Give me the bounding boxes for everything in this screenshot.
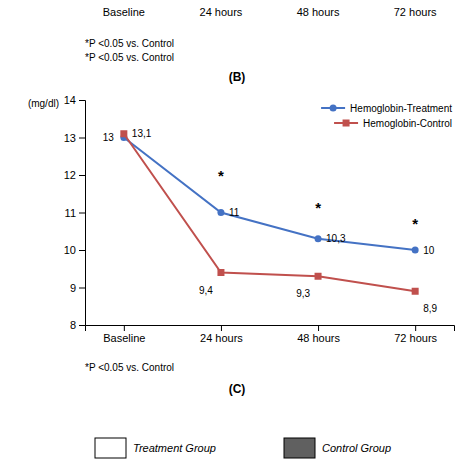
top-label: Baseline xyxy=(103,6,145,18)
data-label: 10,3 xyxy=(326,233,346,244)
top-label: 72 hours xyxy=(394,6,437,18)
legend-box xyxy=(95,438,126,458)
x-axis: Baseline 24 hours 48 hours 72 hours xyxy=(86,325,455,344)
series-marker xyxy=(412,288,419,295)
y-tick-mark xyxy=(79,100,85,101)
y-tick: 13 xyxy=(64,132,85,144)
legend-label: Hemoglobin-Treatment xyxy=(350,103,452,114)
panel-label: (B) xyxy=(229,70,246,84)
x-tick-label: 48 hours xyxy=(297,332,340,344)
series-line xyxy=(124,134,415,292)
annotation: * xyxy=(315,199,321,216)
y-tick: 9 xyxy=(70,282,85,294)
legend-item: Hemoglobin-Control xyxy=(334,118,452,129)
panel-label: (C) xyxy=(229,382,246,396)
note: *P <0.05 vs. Control xyxy=(85,38,174,49)
y-tick-mark xyxy=(79,325,85,326)
x-tick-mark xyxy=(124,325,125,331)
y-tick-mark xyxy=(79,138,85,139)
series-marker xyxy=(217,209,224,216)
y-tick: 10 xyxy=(64,244,85,256)
data-labels: 13 11 10,3 10 13,1 9,4 9,3 8,9 xyxy=(103,128,438,314)
box-legend: Treatment Group Control Group xyxy=(95,438,391,458)
series-marker xyxy=(315,273,322,280)
y-tick-mark xyxy=(79,175,85,176)
top-labels: Baseline 24 hours 48 hours 72 hours xyxy=(103,6,437,18)
x-tick-mark xyxy=(318,325,319,331)
x-tick: Baseline xyxy=(103,325,145,344)
x-tick-label: Baseline xyxy=(103,332,145,344)
data-label: 11 xyxy=(229,207,240,218)
y-tick-mark xyxy=(79,288,85,289)
y-tick: 8 xyxy=(70,319,85,331)
series-marker xyxy=(412,247,419,254)
y-tick-mark xyxy=(79,250,85,251)
plot-marks xyxy=(120,130,418,295)
legend-box-label: Control Group xyxy=(322,442,391,454)
x-tick: 48 hours xyxy=(297,325,340,344)
legend-label: Hemoglobin-Control xyxy=(363,118,452,129)
y-tick-label: 12 xyxy=(64,169,76,181)
data-label: 10 xyxy=(423,245,435,256)
top-label: 48 hours xyxy=(297,6,340,18)
box-legend-item: Treatment Group xyxy=(95,438,216,458)
y-tick: 11 xyxy=(65,207,85,219)
data-label: 8,9 xyxy=(423,303,437,314)
chart: Baseline 24 hours 48 hours 72 hours 8 9 10 11 12… xyxy=(0,0,474,474)
x-tick: 24 hours xyxy=(200,325,243,344)
y-axis: 8 9 10 11 12 13 14 xyxy=(64,94,86,331)
y-tick: 14 xyxy=(64,94,85,106)
note: *P <0.05 vs. Control xyxy=(85,52,174,63)
legend-marker xyxy=(343,120,350,127)
y-tick: 12 xyxy=(64,169,85,181)
series-marker xyxy=(217,269,224,276)
annotation: * xyxy=(218,167,224,184)
annotation: * xyxy=(412,215,418,232)
legend: Hemoglobin-Treatment Hemoglobin-Control xyxy=(321,103,452,129)
series-marker xyxy=(315,235,322,242)
note: *P <0.05 vs. Control xyxy=(85,362,174,373)
box-legend-item: Control Group xyxy=(284,438,391,458)
legend-item: Hemoglobin-Treatment xyxy=(321,103,452,114)
series-marker xyxy=(120,130,127,137)
legend-box-label: Treatment Group xyxy=(133,442,216,454)
data-label: 13 xyxy=(103,132,115,143)
y-tick-mark xyxy=(79,213,85,214)
data-label: 13,1 xyxy=(132,128,152,139)
annotations: * * * xyxy=(218,167,418,233)
data-label: 9,3 xyxy=(296,288,310,299)
x-tick-label: 24 hours xyxy=(200,332,243,344)
legend-marker xyxy=(330,105,337,112)
data-label: 9,4 xyxy=(199,285,213,296)
y-axis-label: (mg/dl) xyxy=(28,98,59,109)
y-tick-label: 9 xyxy=(70,282,76,294)
x-tick-label: 72 hours xyxy=(394,332,437,344)
series-line xyxy=(124,138,415,251)
legend-box xyxy=(284,438,315,458)
x-tick-mark xyxy=(221,325,222,331)
x-tick: 72 hours xyxy=(394,325,437,344)
y-tick-label: 10 xyxy=(64,244,76,256)
y-tick-label: 14 xyxy=(64,94,76,106)
top-label: 24 hours xyxy=(200,6,243,18)
y-tick-label: 11 xyxy=(65,207,76,219)
x-axis-line xyxy=(86,326,455,332)
x-tick-mark xyxy=(415,325,416,331)
y-axis-line xyxy=(79,101,86,326)
y-tick-label: 13 xyxy=(64,132,76,144)
y-tick-label: 8 xyxy=(70,319,76,331)
